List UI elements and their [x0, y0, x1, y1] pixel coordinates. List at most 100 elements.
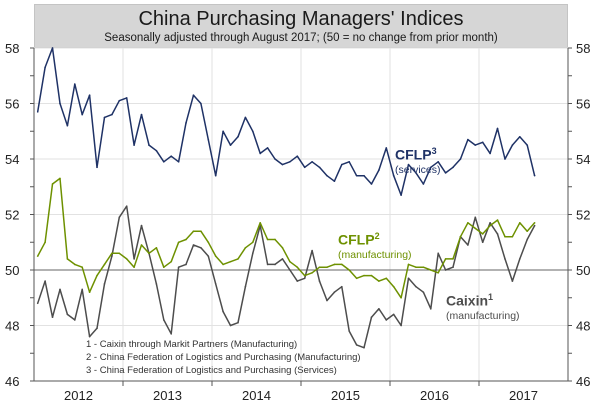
- cflp-mfg-point: [44, 241, 46, 244]
- services-point: [370, 183, 373, 185]
- cflp-mfg-point: [422, 266, 425, 269]
- caixin-point: [192, 244, 195, 246]
- caixin-point: [51, 316, 54, 318]
- caixin-point: [274, 263, 276, 266]
- cflp-mfg-point: [281, 247, 284, 249]
- cflp-mfg-point: [348, 269, 351, 271]
- services-point: [340, 163, 343, 166]
- caixin-point: [392, 313, 395, 316]
- services-point: [222, 130, 224, 133]
- cflp-mfg-point: [222, 263, 224, 266]
- services-point: [36, 111, 39, 113]
- cflp-mfg-point: [185, 238, 187, 241]
- services-point: [251, 130, 254, 133]
- caixin-point: [266, 263, 269, 266]
- cflp-mfg-point: [370, 274, 373, 277]
- cflp-mfg-point: [148, 252, 150, 255]
- services-point: [170, 155, 173, 158]
- caixin-line: [36, 205, 536, 349]
- services-point: [200, 102, 202, 105]
- caixin-point: [118, 216, 121, 219]
- caixin-point: [415, 285, 417, 288]
- services-point: [296, 155, 299, 158]
- cflp-mfg-sublabel: (manufacturing): [338, 248, 412, 261]
- services-point: [326, 174, 328, 177]
- y-tick-label-left: 58: [5, 41, 19, 56]
- caixin-point: [385, 319, 388, 321]
- services-point: [459, 158, 462, 160]
- services-point: [318, 166, 321, 169]
- services-point: [400, 194, 402, 196]
- caixin-point: [333, 291, 336, 294]
- chart-subtitle: Seasonally adjusted through August 2017;…: [104, 32, 498, 44]
- services-point: [504, 158, 506, 160]
- cflp-mfg-point: [36, 255, 39, 257]
- services-point: [467, 138, 469, 141]
- caixin-point: [407, 277, 410, 280]
- cflp-mfg-sup: 2: [374, 231, 380, 241]
- cflp-mfg-point: [207, 241, 210, 244]
- caixin-point: [59, 288, 61, 291]
- y-tick-label-right: 58: [576, 41, 590, 56]
- services-point: [481, 141, 484, 144]
- cflp-mfg-point: [111, 252, 113, 255]
- cflp-mfg-point: [318, 266, 321, 269]
- cflp-mfg-point: [533, 222, 536, 224]
- services-point: [51, 47, 54, 49]
- caixin-point: [133, 258, 135, 260]
- x-tick-label: 2017: [509, 388, 538, 403]
- caixin-point: [81, 288, 84, 291]
- caixin-point: [526, 238, 529, 241]
- cflp-mfg-point: [340, 263, 343, 266]
- services-point: [103, 116, 106, 119]
- services-annotation: CFLP3 (services): [395, 144, 441, 178]
- cflp-mfg-point: [200, 230, 202, 232]
- caixin-point: [66, 313, 69, 316]
- cflp-mfg-point: [118, 252, 121, 255]
- caixin-point: [318, 280, 321, 282]
- cflp-mfg-point: [251, 241, 254, 244]
- cflp-mfg-point: [229, 260, 232, 263]
- caixin-point: [103, 283, 106, 285]
- cflp-mfg-point: [296, 266, 299, 269]
- services-point: [422, 183, 425, 185]
- services-point: [192, 94, 195, 96]
- cflp-mfg-point: [81, 266, 84, 269]
- cflp-mfg-point: [170, 260, 173, 263]
- services-point: [244, 116, 247, 119]
- caixin-point: [140, 224, 143, 227]
- services-point: [407, 163, 410, 166]
- caixin-point: [422, 291, 425, 294]
- cflp-mfg-point: [400, 296, 402, 299]
- cflp-mfg-point: [407, 263, 410, 266]
- services-point: [385, 147, 388, 149]
- y-tick-label-right: 52: [576, 208, 590, 223]
- cflp-mfg-point: [237, 258, 239, 260]
- title-band: China Purchasing Managers' Indices Seaso…: [34, 4, 568, 48]
- cflp-mfg-point: [177, 241, 180, 244]
- services-point: [378, 169, 380, 171]
- cflp-mfg-point: [363, 274, 365, 277]
- services-point: [429, 166, 432, 169]
- services-point: [66, 124, 69, 127]
- caixin-point: [214, 283, 217, 285]
- cflp-mfg-point: [459, 235, 462, 238]
- y-tick-label-right: 54: [576, 152, 590, 167]
- caixin-point: [444, 269, 447, 271]
- caixin-point: [378, 308, 380, 310]
- y-tick-label-right: 56: [576, 97, 590, 112]
- cflp-mfg-point: [385, 277, 388, 280]
- services-sup: 3: [431, 146, 437, 156]
- services-point: [363, 174, 365, 177]
- x-tick-label: 2013: [153, 388, 182, 403]
- caixin-point: [452, 266, 454, 269]
- services-point: [489, 152, 491, 155]
- chart-title: China Purchasing Managers' Indices: [138, 8, 464, 30]
- cflp-mfg-point: [133, 266, 135, 269]
- caixin-point: [355, 344, 358, 346]
- cflp-mfg-point: [496, 219, 499, 221]
- caixin-point: [370, 316, 373, 318]
- services-point: [140, 113, 143, 116]
- caixin-point: [170, 333, 173, 335]
- services-point: [526, 144, 529, 146]
